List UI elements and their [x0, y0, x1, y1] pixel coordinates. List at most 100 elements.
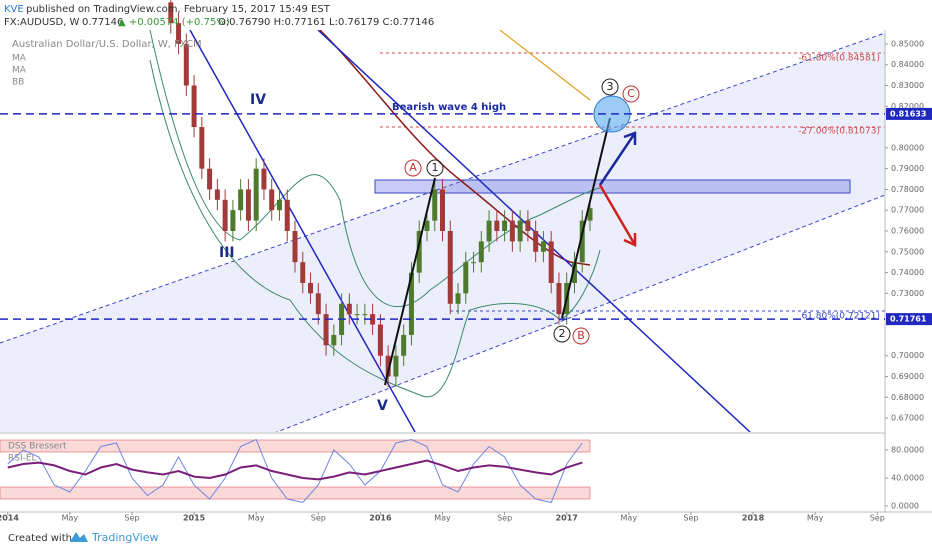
wave-marker: [601, 78, 619, 96]
wave-label: 2: [559, 327, 566, 340]
wave-label: 1: [432, 161, 439, 174]
trendline: [189, 30, 416, 432]
wave-marker: [426, 159, 444, 177]
wave-line: [561, 117, 611, 319]
candle-body: [331, 334, 337, 346]
y-tick-label: 0.83000: [891, 81, 924, 90]
y-tick-label: 0.79000: [891, 164, 924, 173]
last-price: 0.77146: [82, 17, 123, 28]
candle-body: [486, 220, 492, 242]
channel-lower: [275, 194, 885, 432]
x-tick-label: 2014: [0, 514, 19, 523]
wave-label: 3: [607, 80, 614, 93]
y-tick-label: 0.68000: [891, 393, 924, 402]
candle-body: [261, 168, 267, 190]
candle-body: [463, 262, 469, 294]
candle-body: [408, 272, 414, 335]
candle-body: [432, 189, 438, 221]
y-tick-label: 0.70000: [891, 351, 924, 360]
chart-title: Australian Dollar/U.S. Dollar, W, FXCM: [12, 39, 202, 50]
candle-body: [494, 220, 500, 231]
candle-body: [183, 43, 189, 86]
candle-body: [207, 168, 213, 190]
wave-marker: [572, 327, 590, 345]
wave-marker: [404, 159, 422, 177]
candle-body: [222, 199, 228, 231]
candle-body: [308, 282, 314, 294]
indicator: MA: [12, 66, 27, 76]
y-tick-label: 0.73000: [891, 289, 924, 298]
arrow-up: [598, 131, 637, 186]
indicator: MA: [12, 54, 27, 64]
footer-created: Created with: [8, 533, 72, 544]
y-tick-label: 0.75000: [891, 247, 924, 256]
candle-body: [525, 220, 531, 231]
price-label: 0.81633: [890, 109, 926, 118]
x-tick-label: Sep: [124, 514, 139, 523]
candle-body: [393, 355, 399, 377]
bollinger-lower: [149, 59, 601, 398]
osc-tick-label: 80.0000: [891, 446, 924, 455]
y-tick-label: 0.80000: [891, 143, 924, 152]
symbol: FX:AUDUSD, W: [4, 17, 80, 28]
x-tick-label: May: [248, 514, 265, 523]
candle-body: [238, 189, 244, 211]
moving-average: [499, 30, 591, 101]
candle-body: [416, 231, 422, 273]
candle-body: [300, 262, 306, 283]
candle-body: [540, 241, 546, 252]
wave-label: C: [627, 87, 635, 100]
candle-body: [471, 262, 477, 264]
x-tick-label: 2018: [742, 514, 765, 523]
x-tick-label: May: [434, 514, 451, 523]
candle-body: [502, 220, 508, 231]
y-tick-label: 0.69000: [891, 372, 924, 381]
candle-body: [455, 293, 461, 304]
price-label-box: [886, 313, 932, 326]
osc-tick-label: 0.0000: [891, 502, 919, 511]
candle-body: [517, 220, 523, 242]
candle-body: [323, 314, 329, 346]
candle-body: [556, 282, 562, 315]
wave-label: IV: [250, 92, 266, 108]
wave-label: V: [377, 398, 388, 414]
candle-body: [447, 231, 453, 304]
wave-label: A: [409, 161, 417, 174]
candle-body: [292, 231, 298, 263]
x-tick-label: May: [62, 514, 79, 523]
resistance-box: [374, 179, 851, 194]
candle-body: [214, 189, 220, 200]
ohlc: O:0.76790 H:0.77161 L:0.76179 C:0.77146: [218, 17, 434, 28]
x-tick-label: Sep: [497, 514, 512, 523]
x-tick-label: May: [807, 514, 824, 523]
candle-body: [385, 355, 391, 377]
candle-body: [440, 189, 445, 231]
candle-body: [199, 127, 205, 169]
arrow-down: [598, 184, 637, 247]
price-label: 0.71761: [890, 315, 927, 324]
fib-label: 61.80%(0.72121): [801, 312, 880, 322]
logo: [70, 532, 88, 542]
candle-body: [478, 241, 484, 263]
candle-body: [346, 303, 352, 315]
y-tick-label: 0.85000: [891, 39, 924, 48]
osc-line: [7, 459, 583, 481]
indicator: BB: [12, 78, 24, 88]
channel-upper: [0, 32, 885, 344]
y-tick-label: 0.82000: [891, 102, 924, 111]
change: ▲ +0.00574 (+0.75%): [118, 17, 230, 28]
price-label-box: [886, 107, 932, 120]
candle-body: [424, 220, 430, 231]
candle-body: [284, 199, 290, 231]
candle-body: [579, 220, 585, 263]
fib-label: -61.80%(0.84581): [798, 54, 880, 64]
y-tick-label: 0.76000: [891, 227, 924, 236]
wave-marker: [622, 85, 640, 103]
y-tick-label: 0.78000: [891, 185, 924, 194]
author: KVE: [4, 4, 24, 15]
footer-brand: TradingView: [91, 531, 158, 544]
osc-line: [7, 438, 583, 504]
candle-body: [548, 241, 554, 283]
candle-body: [269, 189, 275, 211]
